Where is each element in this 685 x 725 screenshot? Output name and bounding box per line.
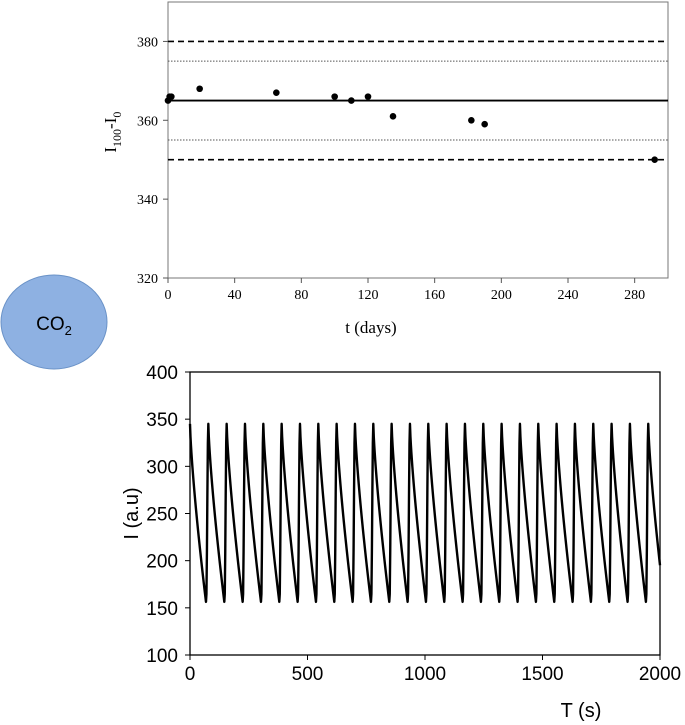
chart2-x-ticks: 0 500 1000 1500 2000 <box>185 655 681 685</box>
chart2-y-ticks: 100 150 200 250 300 350 400 <box>146 363 190 667</box>
chart1-data-point <box>168 93 175 100</box>
chart1-x-axis-label: t (days) <box>345 318 396 337</box>
chart1-x-ticks: 0 40 80 120 160 200 240 280 <box>165 278 645 303</box>
stability-scatter-chart: 0 40 80 120 160 200 240 280 320 340 360 380 t (day… <box>101 1 669 337</box>
chart1-data-point <box>348 97 355 104</box>
chart1-data-point <box>651 156 658 164</box>
chart1-y-tick-label: 320 <box>137 272 158 287</box>
co2-badge-circle <box>0 274 108 370</box>
chart2-y-tick-label: 100 <box>146 646 178 667</box>
chart1-data-point <box>389 113 397 120</box>
chart1-x-tick-label: 0 <box>165 288 172 303</box>
chart2-y-tick-label: 200 <box>146 552 178 573</box>
oscillation-line-chart: 0 500 1000 1500 2000 100 150 200 250 300 350 400 T… <box>121 363 681 722</box>
chart2-y-tick-label: 350 <box>146 410 178 431</box>
chart1-x-tick-label: 240 <box>558 288 579 303</box>
chart1-data-point <box>364 93 372 100</box>
chart1-y-ticks: 320 340 360 380 <box>137 35 168 287</box>
chart1-y-tick-label: 380 <box>137 35 158 50</box>
co2-badge: CO2 <box>0 274 108 370</box>
chart1-data-point <box>273 89 280 96</box>
chart2-x-tick-label: 500 <box>292 664 324 685</box>
chart1-y-tick-label: 360 <box>137 114 158 129</box>
chart1-x-tick-label: 160 <box>424 288 445 303</box>
chart2-y-tick-label: 250 <box>146 505 178 526</box>
co2-badge-label: CO2 <box>36 314 72 338</box>
chart1-x-tick-label: 80 <box>294 288 308 303</box>
chart2-x-tick-label: 1500 <box>521 664 563 685</box>
chart1-data-point <box>196 85 203 93</box>
chart2-x-axis-label: T (s) <box>561 700 602 722</box>
chart2-y-tick-label: 400 <box>146 363 178 384</box>
chart2-x-tick-label: 2000 <box>639 664 681 685</box>
chart1-data-point <box>331 93 338 100</box>
chart1-data-point <box>481 120 488 128</box>
chart2-y-axis-label: I (a.u) <box>121 487 143 539</box>
chart1-x-tick-label: 40 <box>228 288 242 303</box>
chart1-reference-lines <box>168 40 668 161</box>
chart1-points <box>164 85 658 164</box>
chart2-y-tick-label: 150 <box>146 599 178 620</box>
chart2-series-line <box>188 422 662 604</box>
chart1-data-point <box>468 116 475 124</box>
chart2-x-tick-label: 1000 <box>404 664 446 685</box>
chart1-x-tick-label: 120 <box>358 288 379 303</box>
chart1-x-tick-label: 200 <box>491 288 512 303</box>
chart2-x-tick-label: 0 <box>185 664 196 685</box>
chart2-plot-frame <box>189 371 661 656</box>
chart1-y-tick-label: 340 <box>137 193 158 208</box>
chart2-y-tick-label: 300 <box>146 457 178 478</box>
chart1-y-axis-label: I100-I0 <box>101 112 124 153</box>
chart1-x-tick-label: 280 <box>624 288 645 303</box>
